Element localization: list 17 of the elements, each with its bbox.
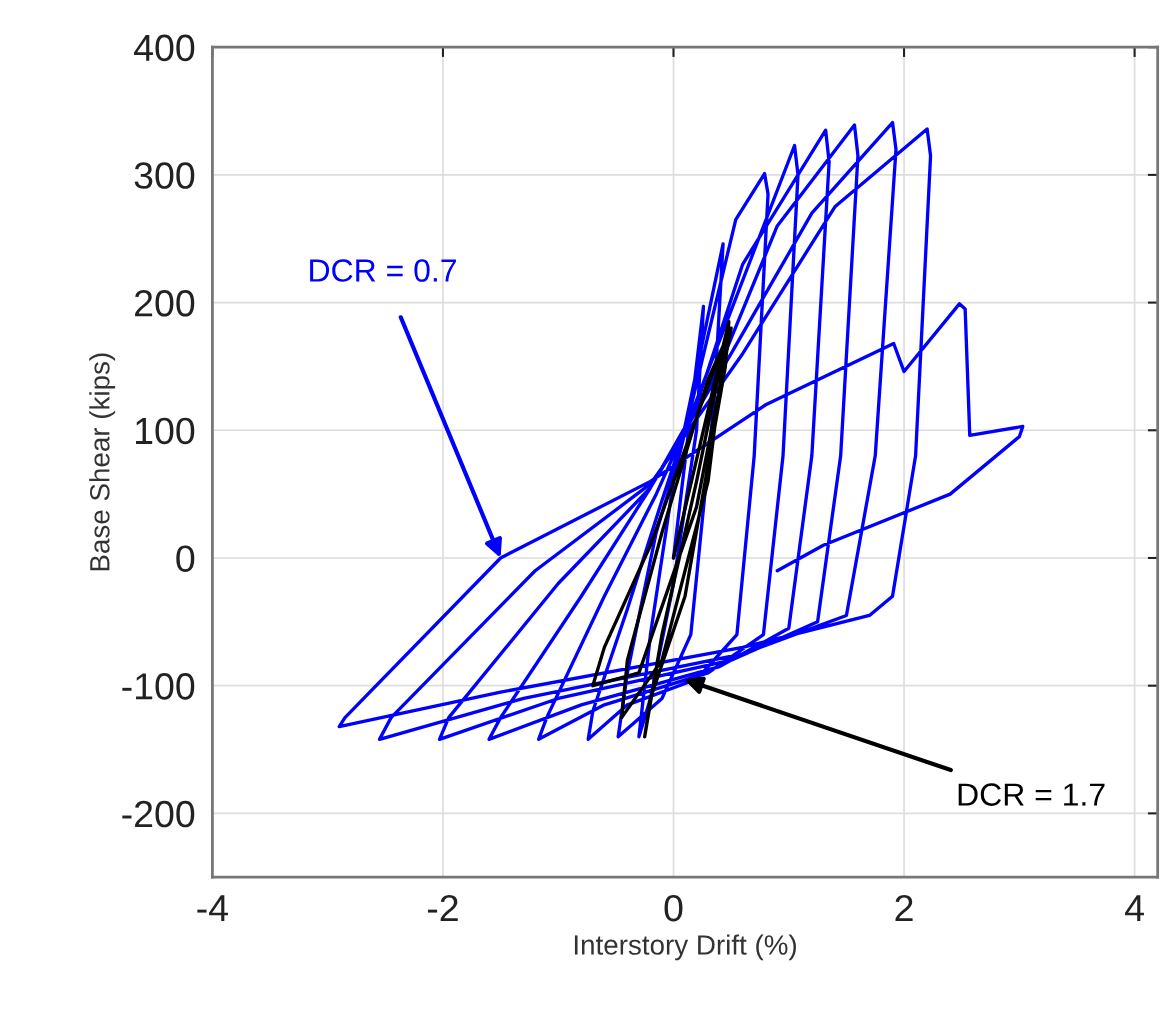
annotation: DCR = 0.7: [310, 259, 456, 282]
y-tick-label: 200: [135, 289, 195, 317]
x-axis-title: Interstory Drift (%): [574, 934, 796, 961]
x-tick-label: 4: [1125, 895, 1144, 922]
y-tick-label: 0: [176, 545, 195, 572]
y-tick-label: 400: [134, 34, 195, 62]
y-axis-title: Base Shear (kips): [89, 353, 116, 571]
y-tick-label: 300: [134, 162, 195, 189]
y-tick-label: -100: [122, 673, 195, 700]
annotation: DCR = 1.7: [958, 783, 1105, 806]
x-tick-label: -4: [197, 895, 228, 922]
line-series: [591, 320, 733, 739]
x-tick-label: 2: [895, 894, 913, 922]
y-tick-label: -200: [122, 800, 195, 828]
x-tick-label: 0: [664, 894, 683, 922]
y-tick-label: 100: [136, 417, 195, 445]
x-tick-label: -2: [427, 894, 458, 922]
